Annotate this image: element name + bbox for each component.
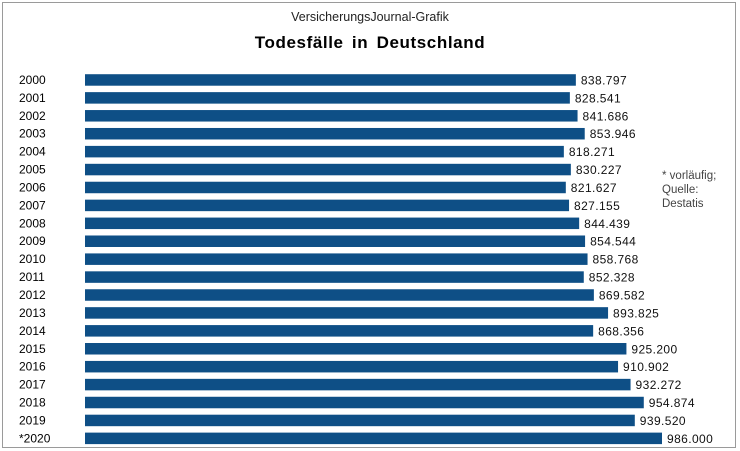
value-label: 818.271	[569, 145, 615, 159]
bar	[85, 217, 580, 230]
value-label: 830.227	[576, 163, 622, 177]
note-line-3: Destatis	[662, 198, 704, 210]
bar	[85, 92, 570, 104]
value-label: 828.541	[575, 91, 621, 105]
bar	[85, 145, 564, 158]
value-label: 986.000	[667, 432, 713, 446]
bar	[85, 110, 578, 122]
value-label: 841.686	[583, 109, 629, 123]
note-line-1: * vorläufig;	[662, 170, 717, 182]
value-label: 939.520	[640, 414, 686, 428]
year-label: 2010	[19, 252, 46, 266]
source-note: * vorläufig; Quelle: Destatis	[662, 169, 716, 211]
year-label: 2009	[19, 234, 46, 248]
value-label: 868.356	[598, 324, 644, 338]
year-label: 2012	[19, 288, 46, 302]
bar	[85, 378, 631, 391]
year-label: 2002	[19, 109, 46, 123]
bar	[85, 343, 627, 355]
value-label: 932.272	[636, 378, 682, 392]
value-label: 853.946	[590, 127, 636, 141]
value-label: 869.582	[599, 289, 645, 303]
bar	[85, 74, 576, 86]
value-label: 852.328	[589, 271, 635, 285]
bar	[85, 360, 619, 373]
year-label: *2020	[19, 431, 51, 445]
year-label: 2003	[19, 127, 46, 141]
year-label: 2018	[19, 396, 46, 410]
note-line-2: Quelle:	[662, 184, 699, 196]
year-label: 2016	[19, 360, 46, 374]
year-label: 2019	[19, 413, 46, 427]
value-label: 844.439	[584, 217, 630, 231]
value-label: 821.627	[571, 181, 617, 195]
bar	[85, 163, 571, 176]
bar	[85, 432, 662, 445]
value-label: 893.825	[613, 306, 659, 320]
year-label: 2011	[19, 270, 45, 284]
year-label: 2008	[19, 216, 46, 230]
bar	[85, 325, 594, 337]
year-label: 2015	[19, 342, 46, 356]
value-label: 854.544	[590, 235, 636, 249]
value-label: 858.768	[593, 253, 639, 267]
year-label: 2007	[19, 198, 46, 212]
bar	[85, 414, 635, 427]
value-label: 838.797	[581, 73, 627, 87]
bar	[85, 253, 588, 265]
chart-subtitle: VersicherungsJournal-Grafik	[291, 10, 449, 24]
year-label: 2005	[19, 163, 46, 177]
year-label: 2000	[19, 73, 46, 87]
year-label: 2001	[19, 91, 46, 105]
bar	[85, 271, 584, 283]
bar	[85, 235, 586, 247]
value-label: 954.874	[649, 396, 695, 410]
bar	[85, 289, 594, 301]
year-label: 2014	[19, 324, 46, 338]
year-label: 2017	[19, 378, 46, 392]
year-label: 2013	[19, 306, 46, 320]
bar	[85, 127, 585, 140]
value-label: 827.155	[574, 199, 620, 213]
bar	[85, 181, 566, 194]
bar	[85, 396, 644, 409]
year-label: 2004	[19, 145, 46, 159]
bar	[85, 307, 609, 319]
year-label: 2006	[19, 180, 46, 194]
value-label: 925.200	[631, 342, 677, 356]
value-label: 910.902	[623, 360, 669, 374]
bar	[85, 199, 570, 212]
chart-title: Todesfälle in Deutschland	[254, 33, 486, 52]
